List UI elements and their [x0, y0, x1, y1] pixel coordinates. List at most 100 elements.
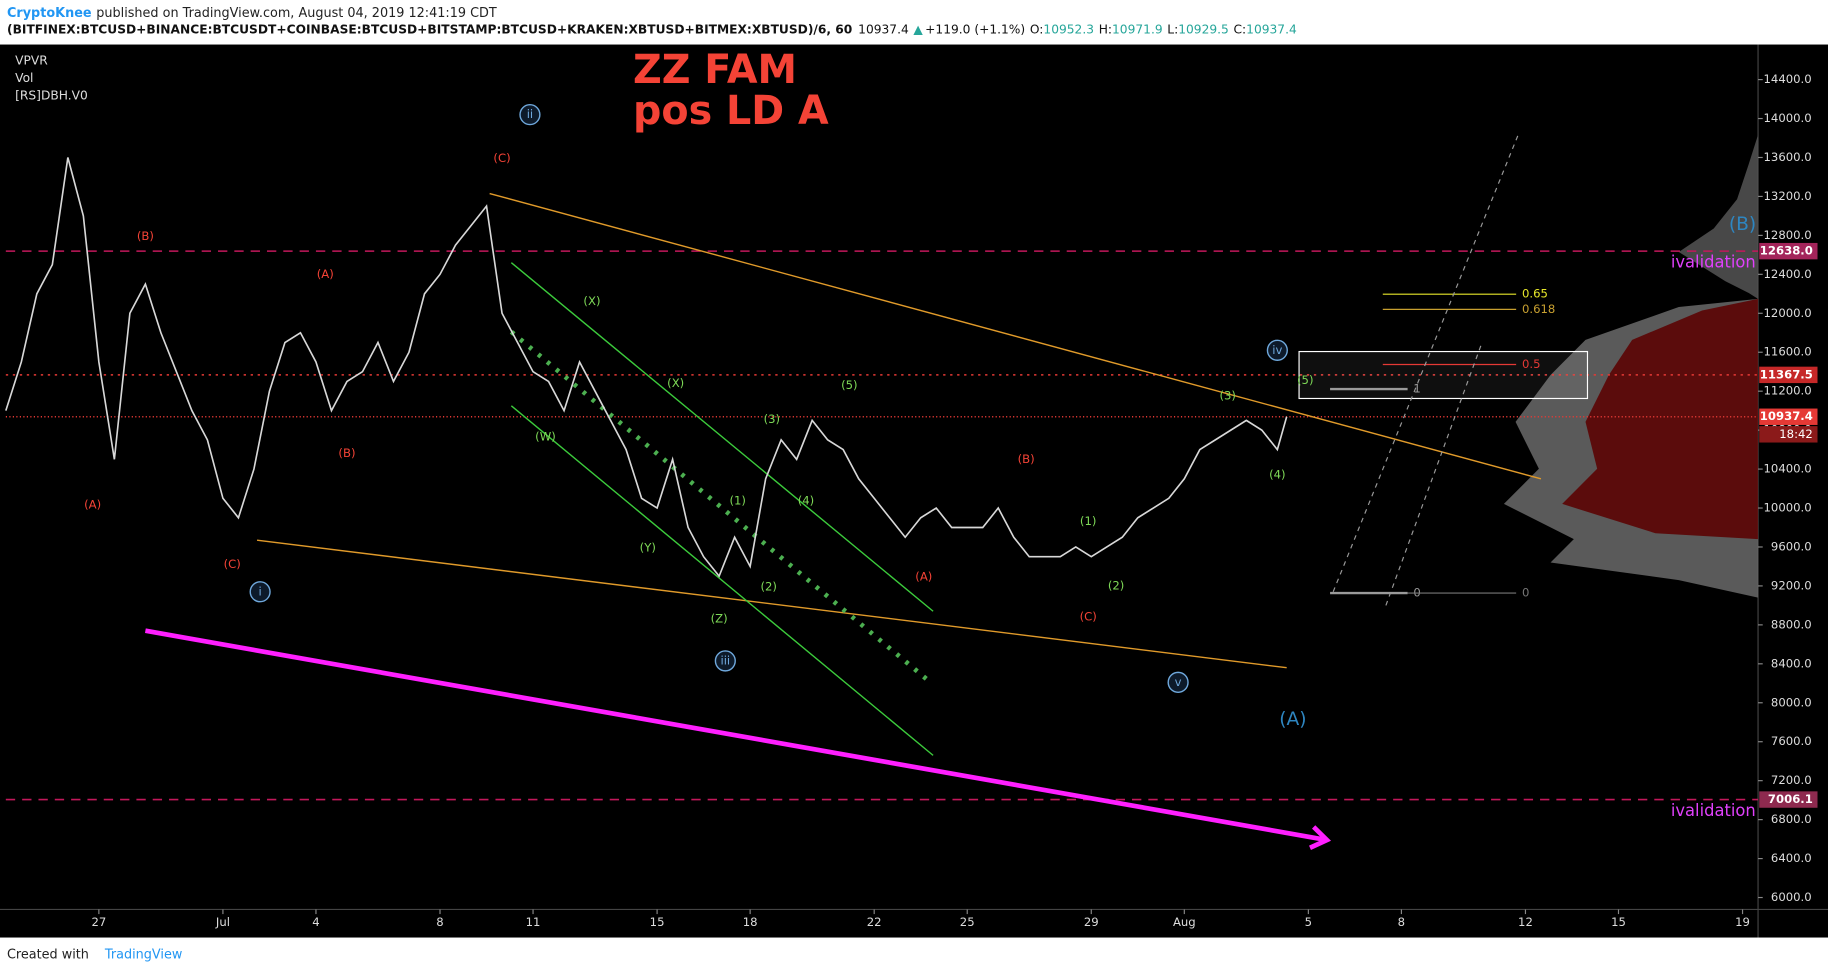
wave-label: (1) — [729, 494, 746, 508]
indicator-label: [RS]DBH.V0 — [15, 89, 88, 103]
level-note: ivalidation — [1671, 252, 1756, 271]
y-tick-label: 8000.0 — [1771, 695, 1812, 709]
wave-label: (B) — [1729, 214, 1756, 235]
wave-label: (3) — [764, 412, 781, 426]
x-tick-label: 4 — [312, 915, 319, 929]
y-tick-label: 8800.0 — [1771, 617, 1812, 631]
change: +119.0 (+1.1%) — [925, 22, 1025, 36]
y-tick-label: 11600.0 — [1764, 345, 1812, 359]
y-tick-label: 12800.0 — [1764, 228, 1812, 242]
volume-profile-red — [1562, 298, 1759, 540]
fib-ratio: 0.5 — [1522, 357, 1541, 371]
volume-profile-upper — [1678, 134, 1759, 299]
footer-brand[interactable]: TradingView — [104, 948, 182, 963]
ohlc-key: O: — [1030, 22, 1044, 36]
trend-line — [509, 329, 929, 682]
y-tick-label: 10400.0 — [1764, 462, 1812, 476]
ohlc-key: H: — [1099, 22, 1112, 36]
price-tag: 11367.5 — [1760, 367, 1813, 381]
trend-line — [489, 192, 1542, 480]
y-tick-label: 6800.0 — [1771, 812, 1812, 826]
wave-label: (Z) — [711, 612, 728, 626]
volume-profile — [1503, 134, 1759, 598]
price-line — [5, 157, 1288, 578]
y-tick-label: 6400.0 — [1771, 851, 1812, 865]
wave-label: (5) — [1297, 373, 1314, 387]
wave-label: (Y) — [640, 540, 656, 554]
wave-label: (4) — [1269, 467, 1286, 481]
wave-label: (B) — [137, 229, 154, 243]
wave-label: (4) — [798, 494, 815, 508]
fib-ratio: 0.618 — [1522, 302, 1555, 316]
wave-circle — [519, 103, 541, 126]
price-tag: 10937.4 — [1760, 409, 1813, 423]
trend-line — [144, 628, 1328, 843]
wave-label: (B) — [1018, 452, 1035, 466]
wave-label: iv — [1272, 343, 1282, 357]
wave-label: (2) — [760, 579, 777, 593]
wave-label: i — [259, 584, 262, 598]
wave-circle — [714, 650, 736, 672]
x-tick-label: 19 — [1735, 915, 1750, 929]
change-arrow: ▲ — [913, 22, 923, 36]
y-tick-label: 6000.0 — [1771, 890, 1812, 904]
y-tick-label: 7200.0 — [1771, 773, 1812, 787]
x-tick-label: 27 — [91, 915, 106, 929]
x-tick-label: 8 — [1398, 915, 1405, 929]
fib-ratio: 0 — [1522, 586, 1529, 600]
wave-label: (3) — [1219, 389, 1236, 403]
header-line-1: CryptoKnee published on TradingView.com, … — [7, 5, 497, 20]
wave-label: (2) — [1108, 578, 1125, 592]
trend-line — [510, 405, 934, 756]
fib-ratio: 0.65 — [1522, 287, 1548, 301]
x-tick-label: 12 — [1518, 915, 1533, 929]
ohlc-value: 10971.9 — [1112, 22, 1163, 36]
trend-line — [1332, 131, 1520, 592]
x-tick-label: 22 — [867, 915, 882, 929]
x-tick-label: 18 — [743, 915, 758, 929]
wave-circle — [1167, 671, 1189, 693]
published: published on TradingView.com, August 04,… — [96, 5, 497, 20]
wave-label: iii — [720, 653, 730, 667]
fib-ratio: 1 — [1413, 382, 1420, 396]
x-tick-label: 15 — [1611, 915, 1626, 929]
y-tick-label: 12000.0 — [1764, 306, 1812, 320]
x-tick-label: 8 — [436, 915, 443, 929]
wave-label: ii — [527, 107, 533, 121]
y-tick-label: 10000.0 — [1764, 501, 1812, 515]
ohlc-value: 10929.5 — [1178, 22, 1229, 36]
x-tick-label: 11 — [526, 915, 541, 929]
price-tag-bg — [1759, 366, 1818, 384]
y-tick-label: 9200.0 — [1771, 578, 1812, 592]
x-tick-label: Jul — [215, 915, 230, 929]
fib-box — [1298, 350, 1589, 400]
x-tick-label: 25 — [960, 915, 975, 929]
wave-label: (C) — [493, 151, 510, 165]
x-tick-label: 29 — [1084, 915, 1099, 929]
plot: VPVR Vol [RS]DBH.V0 6000.0 6400.0 6800.0 7200.… — [5, 53, 1818, 929]
x-tick-label: 5 — [1305, 915, 1312, 929]
wave-label: (A) — [84, 498, 101, 512]
wave-circle — [1266, 339, 1288, 361]
wave-label: (W) — [535, 429, 556, 443]
y-tick-label: 12400.0 — [1764, 267, 1812, 281]
wave-circle — [249, 581, 271, 603]
subtitle: pos LD A — [633, 88, 829, 134]
wave-label: (C) — [224, 557, 241, 571]
title: ZZ FAM — [633, 47, 797, 93]
y-tick-label: 13600.0 — [1764, 150, 1812, 164]
wave-label: (A) — [915, 570, 932, 584]
price-tag-bg — [1759, 791, 1818, 808]
price-tag: 7006.1 — [1768, 792, 1813, 806]
price-tag-bg — [1759, 242, 1818, 260]
ohlc-key: L: — [1167, 22, 1178, 36]
wave-label: (C) — [1080, 610, 1097, 624]
wave-label: (X) — [667, 376, 684, 390]
y-tick-label: 9600.0 — [1771, 539, 1812, 553]
footer-created: Created with — [7, 948, 89, 963]
author[interactable]: CryptoKnee — [7, 5, 92, 20]
symbol: (BITFINEX:BTCUSD+BINANCE:BTCUSDT+COINBAS… — [7, 22, 852, 36]
price-tag-bg — [1759, 408, 1818, 425]
x-tick-label: Aug — [1173, 915, 1196, 929]
